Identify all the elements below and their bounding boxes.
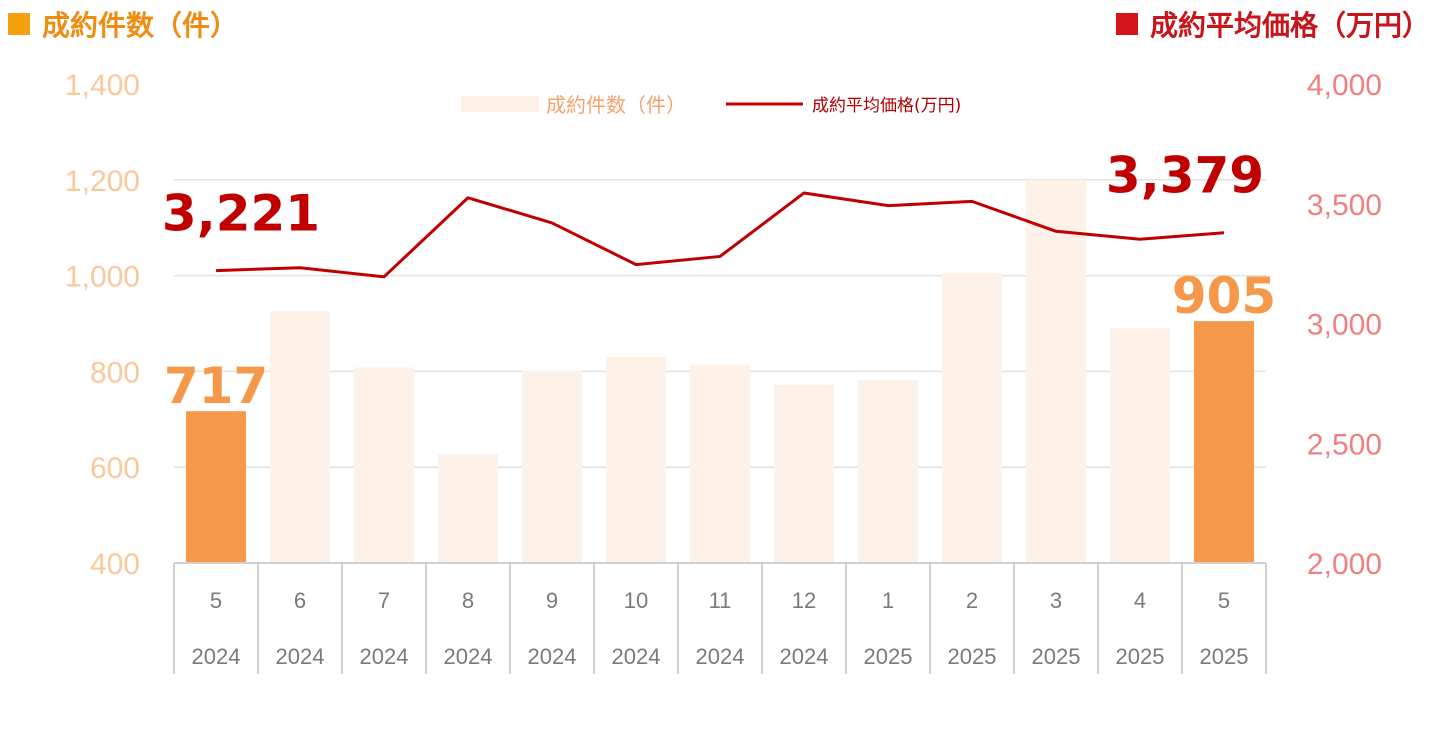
right-axis-ticks: 2,000 2,500 3,000 3,500 4,000 <box>1307 69 1382 581</box>
month-label: 8 <box>462 588 474 613</box>
bar <box>942 273 1002 563</box>
bar-data-label: 717 <box>164 357 268 415</box>
bar <box>1194 321 1254 563</box>
year-label: 2025 <box>1200 644 1249 669</box>
bar <box>774 384 834 563</box>
year-label: 2024 <box>276 644 325 669</box>
year-label: 2025 <box>864 644 913 669</box>
category-axis-table: 5202462024720248202492024102024112024122… <box>173 562 1267 674</box>
month-label: 3 <box>1050 588 1062 613</box>
year-label: 2025 <box>1032 644 1081 669</box>
year-label: 2025 <box>948 644 997 669</box>
left-axis-title: 成約件数（件） <box>8 4 238 44</box>
month-label: 9 <box>546 588 558 613</box>
bar-data-label: 905 <box>1172 267 1276 325</box>
left-tick-label: 400 <box>90 548 140 581</box>
right-axis-title: 成約平均価格（万円） <box>1115 4 1430 44</box>
legend-bar-swatch <box>461 96 539 112</box>
left-tick-label: 800 <box>90 356 140 389</box>
line-legend-square-icon <box>1115 13 1138 35</box>
year-label: 2024 <box>528 644 577 669</box>
month-label: 5 <box>210 588 222 613</box>
bar <box>438 454 498 563</box>
bar-series <box>186 179 1254 564</box>
year-label: 2024 <box>780 644 829 669</box>
right-axis-title-text: 成約平均価格（万円） <box>1149 9 1430 42</box>
year-label: 2024 <box>192 644 241 669</box>
month-label: 7 <box>378 588 390 613</box>
bar <box>354 367 414 563</box>
bar <box>186 411 246 563</box>
left-tick-label: 1,400 <box>65 69 140 102</box>
year-label: 2024 <box>696 644 745 669</box>
right-tick-label: 3,500 <box>1307 189 1382 222</box>
line-series <box>215 191 1225 279</box>
month-label: 2 <box>966 588 978 613</box>
line-data-label: 3,379 <box>1106 147 1264 205</box>
month-label: 4 <box>1134 588 1146 613</box>
bar <box>606 357 666 563</box>
left-axis-ticks: 400 600 800 1,000 1,200 1,400 <box>65 69 140 581</box>
line-data-label: 3,221 <box>162 185 320 243</box>
left-axis-title-text: 成約件数（件） <box>42 9 239 42</box>
bar <box>858 380 918 563</box>
month-label: 11 <box>709 588 732 613</box>
bar-legend-square-icon <box>8 13 30 35</box>
year-label: 2025 <box>1116 644 1165 669</box>
month-label: 10 <box>624 588 648 613</box>
chart-legend: 成約件数（件） 成約平均価格(万円) <box>461 93 961 117</box>
month-label: 12 <box>792 588 816 613</box>
month-label: 5 <box>1218 588 1230 613</box>
left-tick-label: 1,000 <box>65 261 140 294</box>
bar <box>270 311 330 563</box>
year-label: 2024 <box>360 644 409 669</box>
bar <box>522 370 582 563</box>
right-tick-label: 4,000 <box>1307 69 1382 102</box>
year-label: 2024 <box>444 644 493 669</box>
left-tick-label: 1,200 <box>65 165 140 198</box>
month-label: 6 <box>294 588 306 613</box>
data-labels: 717 905 3,221 3,379 <box>162 147 1276 415</box>
bar <box>1110 328 1170 563</box>
month-label: 1 <box>882 588 894 613</box>
right-tick-label: 3,000 <box>1307 309 1382 342</box>
legend-line-label: 成約平均価格(万円) <box>812 96 961 116</box>
legend-bar-label: 成約件数（件） <box>546 93 686 117</box>
bar <box>1026 179 1086 564</box>
left-tick-label: 600 <box>90 452 140 485</box>
right-tick-label: 2,500 <box>1307 428 1382 461</box>
right-tick-label: 2,000 <box>1307 548 1382 581</box>
bar <box>690 364 750 563</box>
year-label: 2024 <box>612 644 661 669</box>
